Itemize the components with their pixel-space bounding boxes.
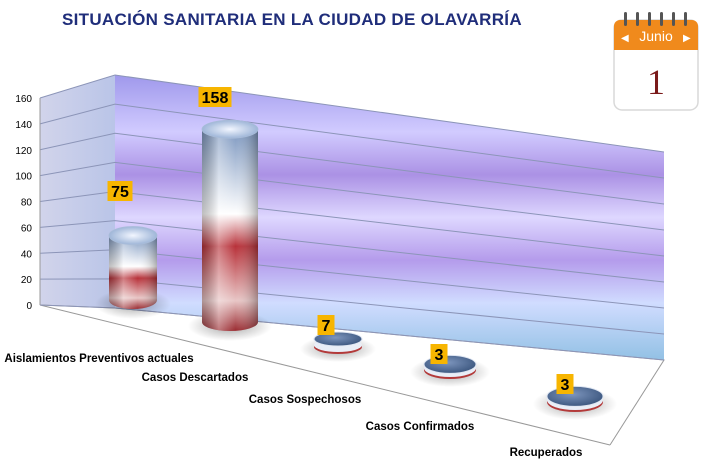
data-label: 158	[202, 90, 229, 107]
bar-5: 3	[533, 374, 617, 420]
y-tick-label: 20	[21, 275, 33, 286]
x-tick-label: Aislamientos Preventivos actuales	[4, 353, 193, 365]
bar-1: 75	[95, 181, 171, 319]
x-tick-label: Casos Confirmados	[366, 421, 475, 433]
x-tick-label: Casos Descartados	[142, 372, 249, 384]
calendar-header-base	[614, 40, 698, 50]
gridline	[39, 103, 665, 179]
bar-shading	[202, 129, 258, 331]
x-tick-label: Casos Sospechosos	[249, 394, 361, 406]
bar-top	[108, 226, 158, 245]
gridline	[39, 132, 665, 205]
y-tick-label: 80	[21, 198, 33, 209]
calendar-prev-arrow: ◀	[621, 33, 629, 44]
data-label: 75	[111, 184, 129, 201]
calendar-month: Junio	[639, 28, 673, 44]
bars: 75 158 7 3 3	[95, 87, 617, 420]
bar-2: 158	[188, 87, 272, 341]
y-tick-label: 120	[15, 146, 32, 157]
y-tick-label: 60	[21, 223, 33, 234]
x-tick-label: Recuperados	[510, 447, 583, 459]
data-label-box	[107, 181, 133, 201]
calendar-day: 1	[647, 62, 665, 102]
y-tick-label: 0	[26, 301, 32, 312]
y-tick-label: 160	[15, 94, 32, 105]
chart-title: SITUACIÓN SANITARIA EN LA CIUDAD DE OLAV…	[62, 10, 522, 29]
data-label: 7	[322, 318, 331, 335]
gridline	[39, 220, 665, 283]
data-label: 3	[435, 347, 444, 364]
calendar-icon: ◀ ▶ Junio 1	[613, 12, 699, 111]
data-label: 3	[561, 377, 570, 394]
x-axis-labels: Aislamientos Preventivos actuales Casos D…	[4, 353, 582, 459]
y-tick-label: 100	[15, 172, 32, 183]
bar-shading	[109, 235, 157, 309]
gridline	[39, 161, 665, 231]
bar-top	[313, 331, 363, 347]
chart-floor-front-edge	[39, 304, 611, 446]
data-label-box	[556, 374, 574, 394]
y-axis-ticks: 0 20 40 60 80 100 120 140 160	[15, 94, 41, 312]
gridline	[39, 74, 665, 153]
bar-top	[546, 385, 604, 407]
bar-3: 7	[300, 315, 376, 362]
calendar-rings	[624, 12, 687, 26]
y-tick-label: 140	[15, 120, 32, 131]
data-label-box	[317, 315, 335, 335]
bar-top	[201, 119, 259, 139]
calendar-next-arrow: ▶	[683, 33, 691, 44]
bar-4: 3	[410, 344, 490, 387]
y-tick-label: 40	[21, 249, 33, 260]
data-label-box	[198, 87, 232, 107]
data-label-box	[430, 344, 448, 364]
chart-side-wall	[40, 75, 115, 308]
